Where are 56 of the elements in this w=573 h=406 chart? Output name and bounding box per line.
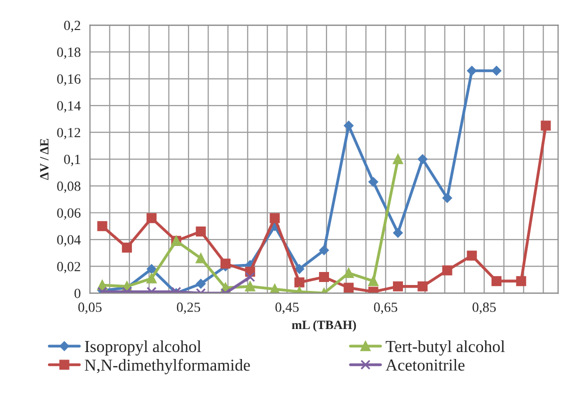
x-axis-title: mL (TBAH) [292, 320, 356, 332]
y-axis-title: ΔV / ΔE [40, 138, 49, 180]
point [245, 272, 256, 282]
point [270, 213, 280, 224]
point [245, 281, 256, 292]
x-tick-label: 0,25 [176, 302, 200, 314]
point [146, 213, 157, 224]
x-tick-label: 0,85 [472, 302, 496, 314]
legend-label: N,N-dimethylformamide [84, 358, 250, 374]
point [196, 226, 206, 237]
legend-label: Tert-butyl alcohol [386, 340, 505, 356]
x-tick-label: 0,05 [78, 302, 102, 314]
point [220, 258, 230, 269]
point [492, 276, 502, 286]
point [442, 265, 452, 276]
y-tick-label: 0,02 [57, 262, 80, 274]
point [294, 277, 304, 288]
point [368, 177, 378, 187]
point [122, 242, 132, 253]
point [516, 276, 526, 286]
point [344, 268, 354, 278]
point [196, 253, 206, 264]
y-tick-label: 0,16 [57, 74, 81, 86]
point [368, 276, 378, 286]
point [344, 120, 354, 130]
point [540, 120, 551, 131]
y-tick-label: 0,12 [57, 128, 80, 140]
point [442, 193, 452, 203]
point [344, 282, 354, 293]
y-tick-label: 0,14 [57, 101, 81, 113]
point [418, 154, 428, 164]
x-tick-label: 0,65 [374, 302, 398, 314]
legend-label: Acetonitrile [386, 358, 465, 371]
y-tick-label: 0,06 [57, 208, 81, 220]
y-tick-label: 0,1 [64, 154, 80, 166]
point [492, 66, 502, 76]
point [97, 221, 108, 232]
point [319, 245, 329, 256]
y-tick-label: 0,18 [57, 48, 80, 59]
point [146, 273, 157, 284]
y-tick-label: 0,04 [57, 235, 81, 246]
point [146, 264, 156, 274]
point [466, 250, 477, 261]
legend-label: Isopropyl alcohol [84, 340, 202, 356]
point [392, 154, 403, 164]
point [393, 228, 403, 238]
y-tick-label: 0,2 [64, 20, 80, 32]
point [319, 272, 330, 282]
point [418, 281, 428, 292]
y-tick-label: 0 [74, 288, 80, 298]
y-tick-label: 0,08 [57, 182, 80, 193]
point [294, 264, 304, 274]
point [196, 278, 206, 289]
x-tick-label: 0,45 [275, 302, 299, 314]
point [467, 66, 477, 76]
point [392, 281, 403, 292]
